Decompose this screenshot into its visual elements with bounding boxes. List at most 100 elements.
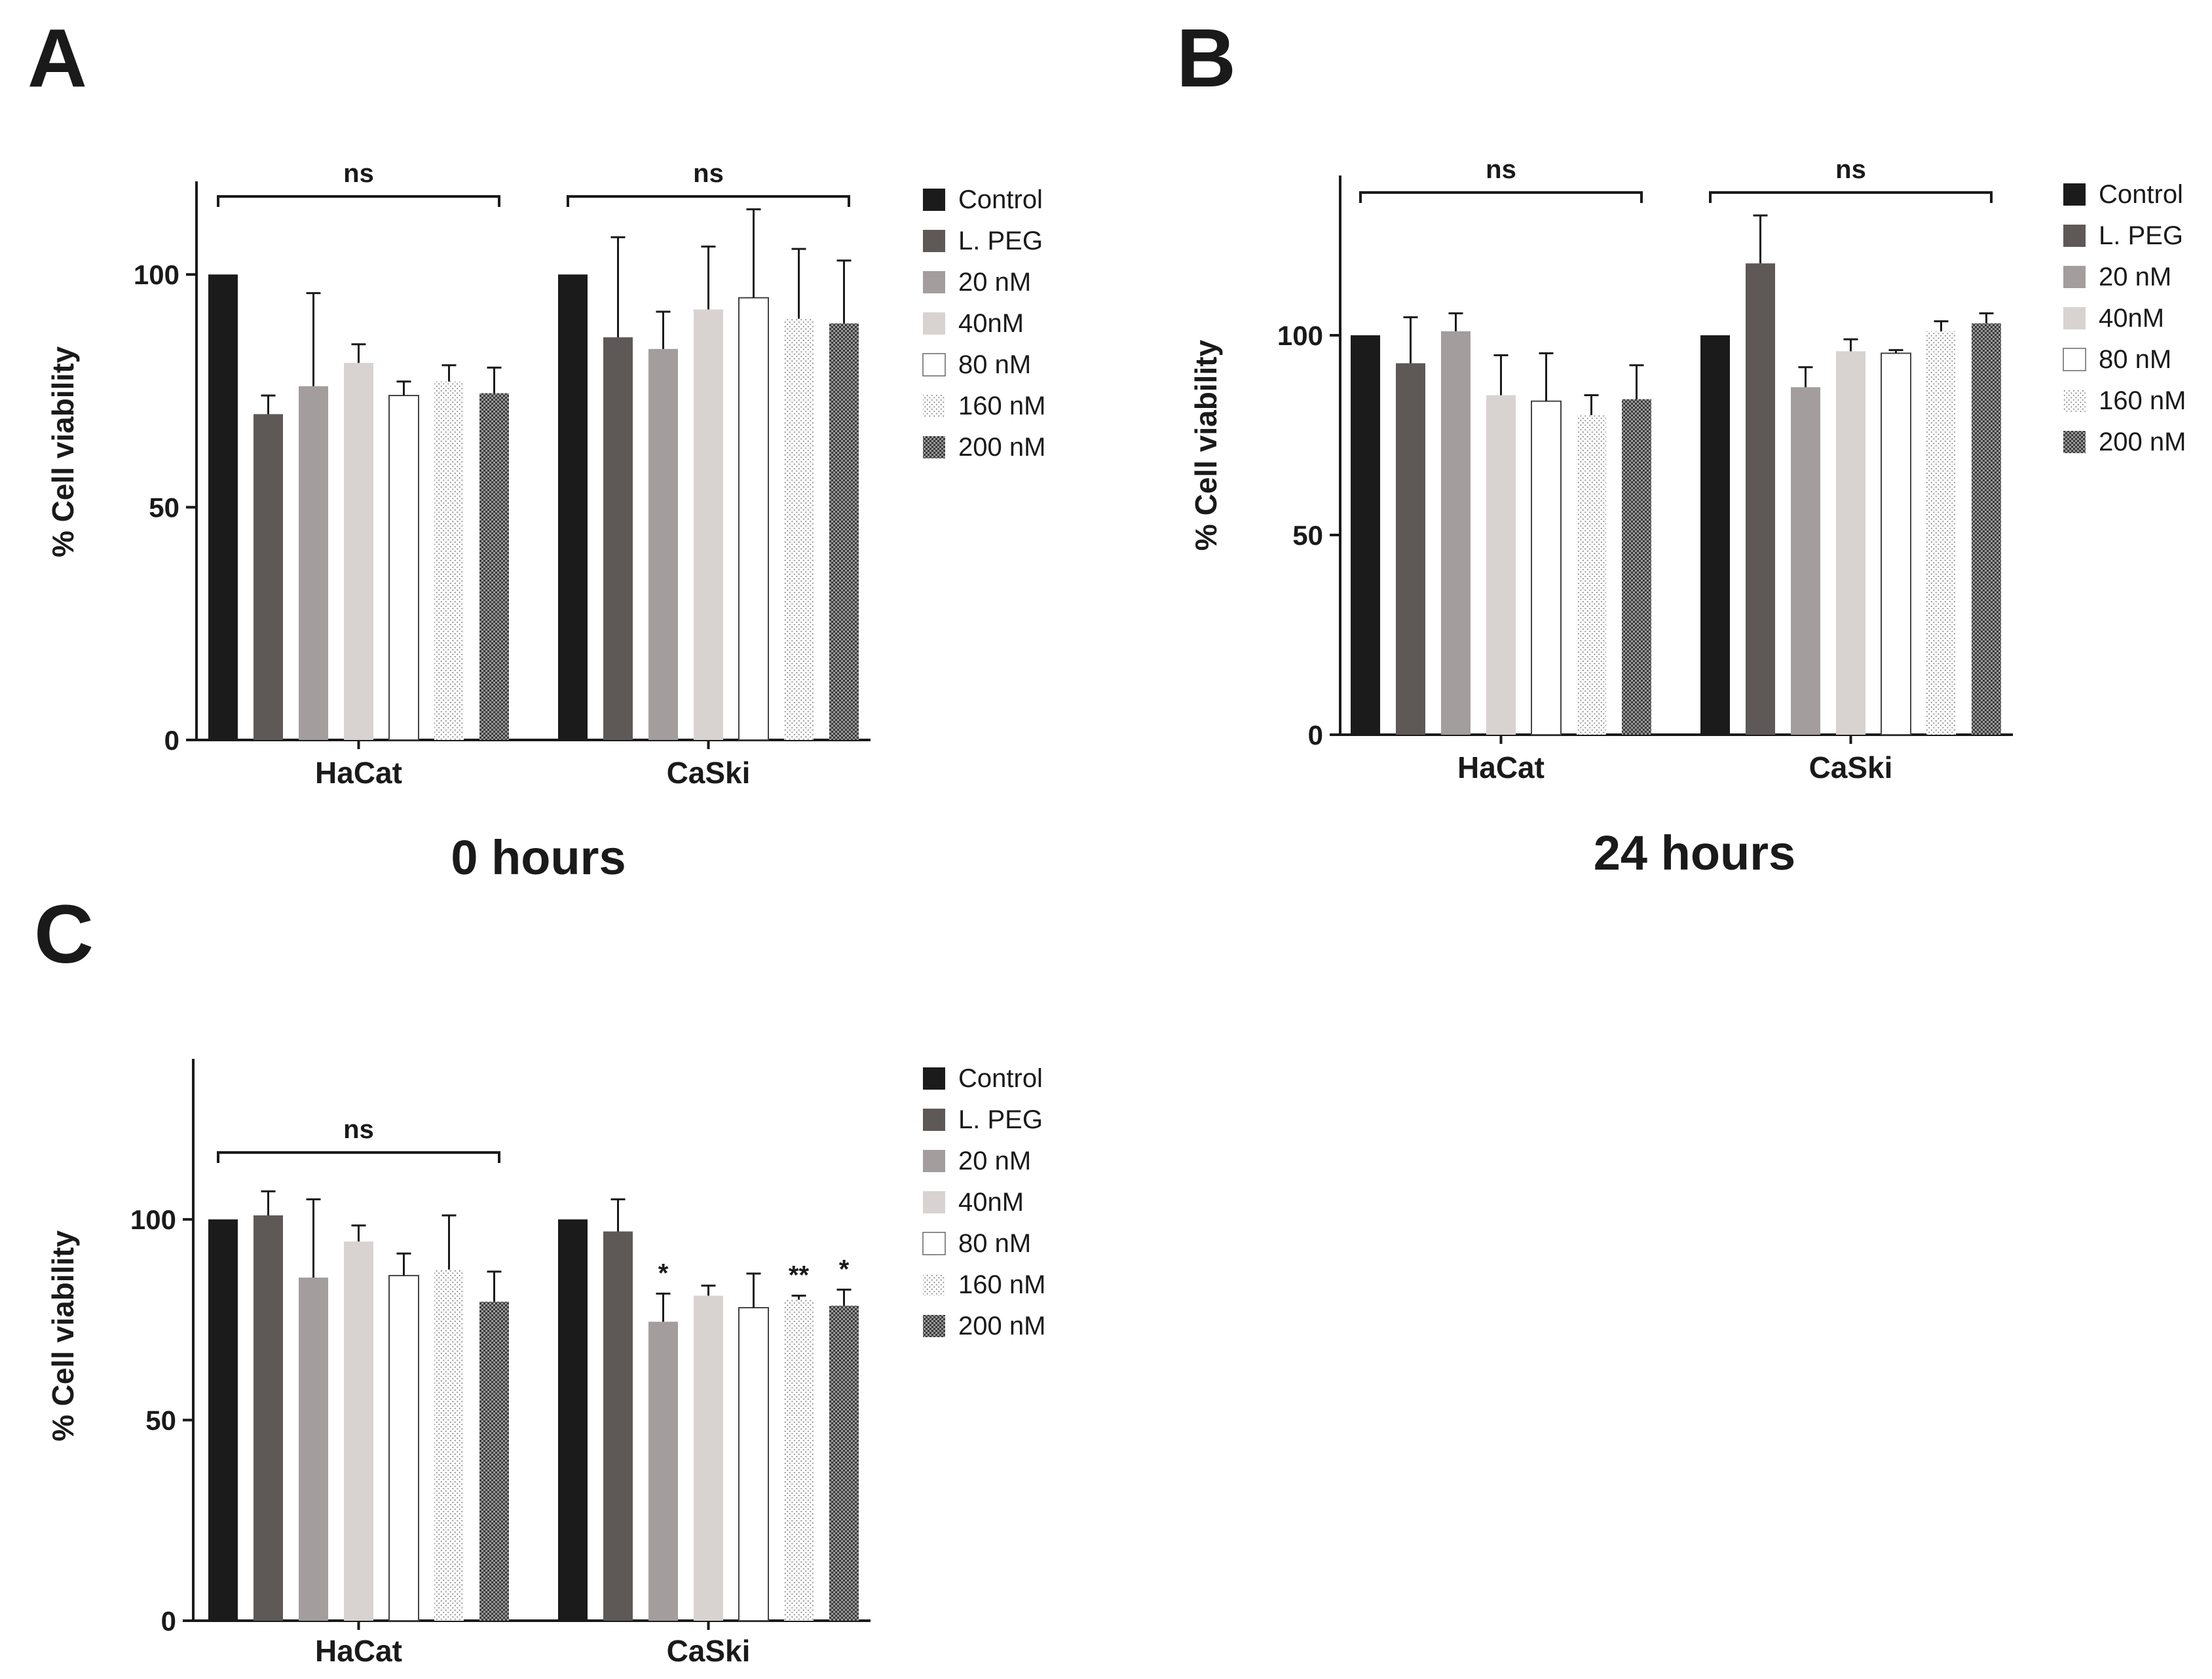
bar-hacat-40nm — [344, 1241, 373, 1621]
legend-swatch-200-nm — [923, 1315, 945, 1337]
bar-caski-control — [1700, 335, 1730, 735]
legend-label-160-nm: 160 nM — [958, 392, 1045, 420]
legend-swatch-control — [923, 189, 945, 211]
legend-swatch-l-peg — [923, 230, 945, 252]
y-tick-label: 50 — [145, 1405, 176, 1436]
bar-caski-l-peg — [1746, 263, 1775, 735]
category-label-hacat: HaCat — [1457, 750, 1545, 784]
bar-hacat-80-nm — [1531, 400, 1562, 736]
bar-hacat-20-nm — [299, 1278, 328, 1621]
legend-swatch-control — [923, 1067, 945, 1090]
legend-swatch-l-peg — [2063, 225, 2086, 247]
legend-label-200-nm: 200 nM — [958, 1312, 1045, 1340]
significance-bracket-hacat — [217, 195, 500, 207]
legend-label-control: Control — [958, 1064, 1043, 1093]
significance-label-caski: ns — [1835, 155, 1866, 184]
significance-bracket-caski — [567, 195, 850, 207]
significance-mark-caski-200-nm: * — [839, 1255, 850, 1283]
significance-mark-caski-20-nm: * — [658, 1259, 669, 1288]
bar-caski-40nm — [694, 1295, 723, 1621]
panel-letter-c: C — [34, 888, 94, 980]
significance-label-hacat: ns — [343, 1115, 374, 1144]
panel-letter-b: B — [1176, 12, 1236, 104]
category-label-caski: CaSki — [667, 756, 751, 790]
legend-label-160-nm: 160 nM — [958, 1270, 1045, 1299]
legend-label-80-nm: 80 nM — [2099, 345, 2171, 374]
legend-swatch-80-nm — [2063, 348, 2086, 371]
legend-swatch-80-nm — [922, 353, 946, 377]
bar-caski-control — [558, 274, 588, 741]
bar-hacat-l-peg — [1396, 363, 1425, 735]
significance-bracket-caski — [1709, 191, 1993, 203]
bar-hacat-40nm — [1486, 395, 1516, 735]
legend-swatch-l-peg — [923, 1109, 945, 1131]
bar-hacat-l-peg — [253, 1215, 283, 1621]
legend-label-40nm: 40nM — [958, 309, 1024, 338]
legend-label-20-nm: 20 nM — [2099, 263, 2171, 291]
bar-hacat-control — [1351, 335, 1380, 735]
legend-swatch-160-nm — [923, 1274, 945, 1296]
legend-swatch-20-nm — [923, 1150, 945, 1172]
bar-hacat-80-nm — [388, 1274, 419, 1621]
bar-caski-200-nm — [829, 1305, 859, 1621]
bar-hacat-20-nm — [299, 386, 328, 740]
bar-caski-160-nm — [1926, 331, 1956, 735]
bar-caski-l-peg — [603, 337, 633, 740]
bar-hacat-control — [208, 274, 238, 741]
category-label-caski: CaSki — [1809, 750, 1893, 784]
chart-title: 24 hours — [1594, 826, 1795, 880]
category-label-hacat: HaCat — [315, 756, 402, 790]
bar-caski-l-peg — [603, 1231, 633, 1621]
panel-letter-a: A — [28, 12, 87, 104]
bar-hacat-200-nm — [479, 1301, 509, 1621]
legend-label-200-nm: 200 nM — [2099, 428, 2186, 456]
bar-caski-control — [558, 1219, 588, 1621]
legend-swatch-control — [2063, 183, 2086, 206]
legend-swatch-20-nm — [923, 271, 945, 293]
y-axis-label: % Cell viability — [46, 1230, 80, 1442]
bar-hacat-80-nm — [388, 394, 419, 741]
chart-panel-a: 0 50 100 % Cell viability HaCat ns CaSki ns Cont… — [46, 159, 1045, 885]
y-tick-label: 100 — [1277, 320, 1323, 351]
legend-swatch-200-nm — [923, 436, 945, 458]
bar-caski-40nm — [694, 309, 723, 741]
bar-hacat-160-nm — [434, 1269, 464, 1621]
chart-title: 0 hours — [451, 830, 626, 885]
significance-label-hacat: ns — [343, 159, 374, 188]
legend-label-20-nm: 20 nM — [958, 1147, 1031, 1175]
bar-hacat-200-nm — [1622, 399, 1651, 735]
category-label-hacat: HaCat — [315, 1634, 402, 1668]
bar-caski-80-nm — [738, 1306, 769, 1621]
legend-label-l-peg: L. PEG — [958, 227, 1043, 255]
legend-swatch-20-nm — [2063, 266, 2086, 288]
legend-swatch-40nm — [923, 1191, 945, 1213]
legend-label-l-peg: L. PEG — [958, 1105, 1043, 1134]
legend-label-20-nm: 20 nM — [958, 268, 1031, 297]
significance-bracket-hacat — [217, 1151, 500, 1163]
legend-label-80-nm: 80 nM — [958, 350, 1031, 379]
bar-caski-20-nm — [648, 348, 678, 740]
bar-caski-40nm — [1836, 351, 1865, 735]
legend-swatch-160-nm — [923, 395, 945, 417]
legend-swatch-200-nm — [2063, 431, 2086, 453]
category-label-caski: CaSki — [667, 1634, 751, 1668]
bar-caski-80-nm — [1881, 352, 1911, 735]
legend-label-160-nm: 160 nM — [2099, 386, 2186, 415]
bar-caski-160-nm — [784, 1299, 814, 1621]
legend-swatch-160-nm — [2063, 390, 2086, 412]
legend-label-l-peg: L. PEG — [2099, 221, 2183, 250]
legend-label-control: Control — [958, 185, 1043, 214]
y-tick-label: 0 — [1308, 720, 1323, 750]
legend-swatch-40nm — [2063, 307, 2086, 329]
y-tick-label: 100 — [130, 1204, 176, 1235]
significance-label-caski: ns — [693, 159, 724, 188]
significance-bracket-hacat — [1359, 191, 1643, 203]
bar-caski-200-nm — [1972, 323, 2001, 735]
bar-hacat-160-nm — [1577, 415, 1606, 735]
legend-swatch-40nm — [923, 312, 945, 335]
bar-hacat-200-nm — [479, 393, 509, 740]
legend-label-control: Control — [2099, 180, 2183, 209]
y-axis-label: % Cell viability — [1189, 340, 1223, 551]
